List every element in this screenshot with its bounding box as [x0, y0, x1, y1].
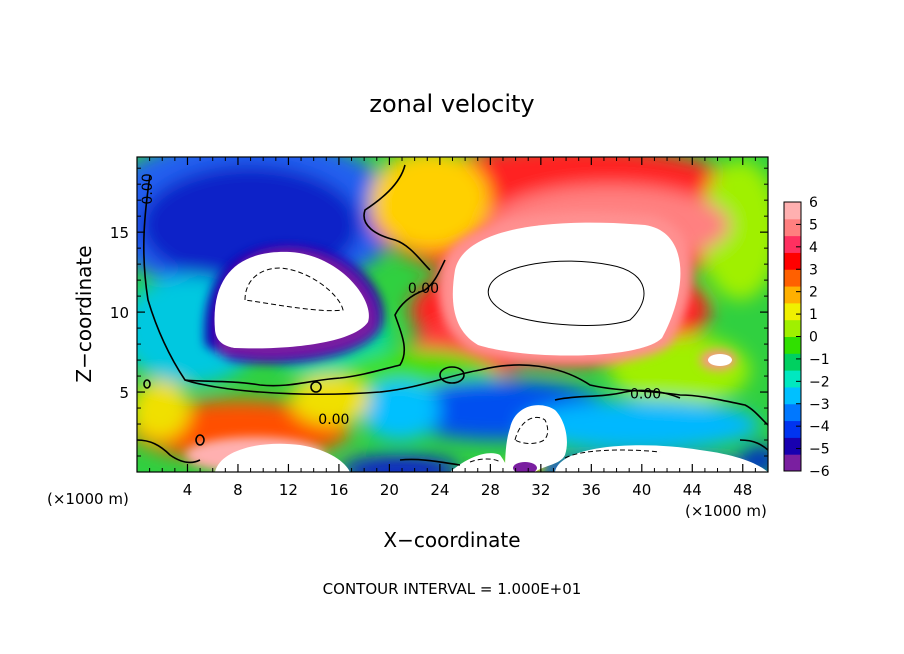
x-tick-label: 20 [380, 481, 399, 499]
chart-title: zonal velocity [369, 90, 534, 118]
velocity-field [137, 157, 768, 472]
x-tick-label: 44 [683, 481, 702, 499]
colorbar-tick-label: 6 [809, 195, 818, 211]
colorbar-tick-label: −5 [809, 442, 830, 458]
colorbar: 6 5 4 3 2 1 0 −1 −2 −3 −4 −5 −6 [783, 195, 830, 480]
colorbar-swatch [784, 370, 801, 388]
colorbar-swatch [784, 319, 801, 337]
x-tick-label: 32 [531, 481, 550, 499]
x-tick-label: 28 [481, 481, 500, 499]
colorbar-tick-label: 1 [809, 307, 818, 323]
colorbar-tick-label: −4 [809, 419, 830, 435]
x-tick-label: 24 [430, 481, 449, 499]
contour-label: 0.00 [318, 412, 349, 428]
colorbar-tick-label: 2 [809, 285, 818, 301]
colorbar-tick-label: −2 [809, 374, 830, 390]
x-tick-label: 16 [329, 481, 348, 499]
contour-label: 0.00 [630, 386, 661, 402]
x-tick-label: 40 [632, 481, 651, 499]
x-axis: 4 8 12 16 20 24 28 32 36 40 44 48 [149, 157, 756, 499]
colorbar-tick-label: −3 [809, 397, 830, 413]
colorbar-swatch [784, 269, 801, 287]
colorbar-swatch [784, 353, 801, 371]
colorbar-tick-label: −6 [809, 464, 830, 480]
contour-labels: 0.00 0.00 0.00 0.00 [140, 173, 661, 428]
contour-interval-note: CONTOUR INTERVAL = 1.000E+01 [323, 580, 582, 598]
x-tick-label: 12 [279, 481, 298, 499]
x-tick-label: 36 [582, 481, 601, 499]
x-tick-label: 4 [183, 481, 193, 499]
contour-label: 0.00 [408, 281, 439, 297]
colorbar-tick-label: −1 [809, 352, 830, 368]
colorbar-tick-label: 5 [809, 217, 818, 233]
colorbar-swatch [784, 336, 801, 354]
y-axis-label: Z−coordinate [72, 245, 96, 382]
colorbar-swatch [784, 454, 801, 472]
colorbar-tick-label: 4 [809, 240, 818, 256]
colorbar-swatch [784, 252, 801, 270]
colorbar-swatch [784, 202, 801, 220]
contour-label: 0.00 [140, 173, 156, 204]
x-tick-label: 48 [733, 481, 752, 499]
y-tick-label: 10 [110, 304, 129, 322]
x-axis-label: X−coordinate [383, 528, 520, 552]
colorbar-tick-label: 3 [809, 262, 818, 278]
colorbar-swatch [784, 302, 801, 321]
x-unit-label-right: (×1000 m) [685, 502, 767, 520]
y-tick-label: 15 [110, 224, 129, 242]
y-axis: 5 10 15 [110, 167, 768, 457]
colorbar-swatch [784, 218, 801, 237]
x-tick-label: 8 [233, 481, 243, 499]
colorbar-swatch [784, 420, 801, 438]
x-unit-label-left: (×1000 m) [47, 490, 129, 508]
colorbar-swatch [784, 403, 801, 422]
colorbar-swatch [784, 235, 801, 253]
colorbar-swatch [784, 437, 801, 455]
colorbar-swatch [784, 286, 801, 304]
colorbar-tick-label: 0 [809, 330, 818, 346]
y-tick-label: 5 [119, 384, 129, 402]
colorbar-swatch [784, 386, 801, 405]
